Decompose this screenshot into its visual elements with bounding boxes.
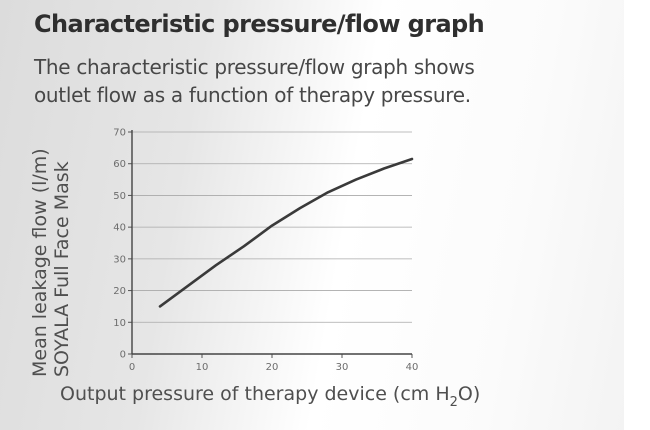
x-tick-label-0: 0 [129, 362, 135, 373]
y-tick-label-30: 30 [113, 254, 126, 265]
description: The characteristic pressure/flow graph s… [34, 53, 614, 109]
series-line-0 [158, 157, 414, 308]
x-tick-label-30: 30 [336, 362, 349, 373]
y-tick-label-40: 40 [113, 223, 126, 234]
y-tick-label-10: 10 [113, 318, 126, 329]
page-title: Characteristic pressure/flow graph [34, 10, 485, 38]
y-axis-title: Mean leakage flow (l/m) SOYALA Full Face… [29, 148, 73, 377]
x-tick-label-10: 10 [196, 362, 209, 373]
tick-labels: 0 10 20 30 40 50 60 70 0 10 20 30 40 [113, 128, 418, 374]
x-axis-title: Output pressure of therapy device (cm H2… [60, 383, 480, 410]
y-tick-label-20: 20 [113, 286, 126, 297]
y-axis-title-line-2: SOYALA Full Face Mask [51, 161, 73, 377]
y-tick-label-0: 0 [120, 350, 126, 361]
description-line-1: The characteristic pressure/flow graph s… [34, 55, 475, 79]
series [158, 157, 414, 308]
axes [128, 130, 413, 358]
grid [132, 131, 412, 323]
page-background [0, 0, 624, 430]
x-tick-label-20: 20 [266, 362, 279, 373]
y-tick-label-70: 70 [113, 128, 126, 139]
description-line-2: outlet flow as a function of therapy pre… [34, 83, 471, 107]
y-axis-title-line-1: Mean leakage flow (l/m) [29, 148, 51, 377]
y-tick-label-50: 50 [113, 191, 126, 202]
x-tick-label-40: 40 [406, 362, 419, 373]
y-tick-label-60: 60 [113, 159, 126, 170]
